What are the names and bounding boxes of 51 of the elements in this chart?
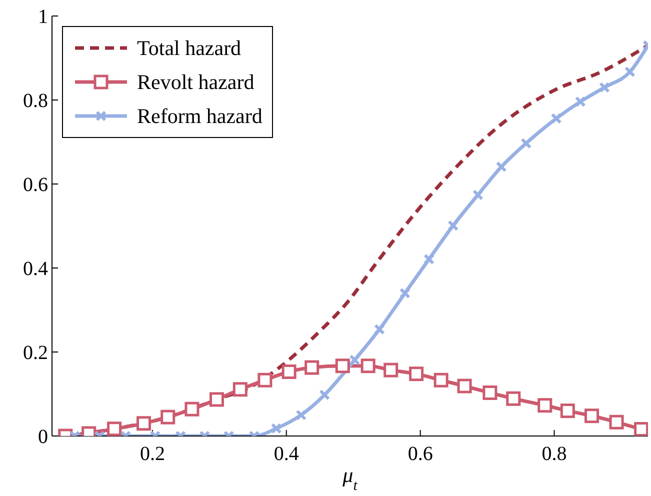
point — [520, 138, 532, 149]
point — [424, 254, 435, 265]
point — [598, 82, 610, 93]
x-tick-label: 0.6 — [408, 443, 433, 466]
x-tick-label: 0.8 — [542, 443, 567, 466]
point — [434, 372, 448, 388]
y-tick-label: 0.4 — [23, 258, 48, 280]
point — [258, 372, 272, 388]
point — [634, 422, 648, 436]
point — [550, 112, 562, 124]
y-tick-label: 1 — [38, 6, 48, 28]
y-tick-label: 0.2 — [23, 342, 48, 364]
point — [319, 389, 330, 400]
point — [472, 189, 484, 200]
point — [282, 364, 296, 379]
point — [184, 402, 200, 416]
x-tick-label: 0.2 — [140, 443, 165, 466]
point — [296, 410, 307, 420]
point — [209, 392, 224, 407]
point — [457, 378, 472, 394]
point — [160, 410, 176, 424]
point — [360, 358, 376, 374]
point — [232, 382, 248, 397]
point — [560, 404, 575, 418]
legend-label: Total hazard — [137, 35, 242, 62]
point — [335, 358, 350, 374]
x-tick-label: 0.4 — [274, 443, 299, 466]
point — [270, 422, 282, 434]
y-tick-label: 0.6 — [23, 174, 48, 196]
point — [584, 408, 599, 424]
point — [496, 161, 507, 172]
point — [609, 414, 624, 430]
legend-label: Reform hazard — [137, 103, 262, 130]
point — [506, 391, 521, 406]
point — [374, 324, 385, 335]
y-tick-label: 0 — [38, 426, 48, 448]
point — [409, 366, 424, 382]
legend-label: Revolt hazard — [137, 69, 254, 96]
y-tick-label: 0.8 — [23, 90, 48, 112]
point — [136, 416, 151, 431]
point — [574, 96, 586, 108]
point — [482, 385, 498, 400]
point — [624, 66, 636, 78]
point — [304, 360, 320, 375]
point — [384, 362, 398, 378]
point — [107, 422, 122, 436]
x-axis-title: μ$_{t}$ — [342, 463, 358, 494]
point — [349, 354, 360, 366]
point — [448, 220, 459, 232]
point — [538, 398, 552, 413]
point — [399, 288, 410, 299]
